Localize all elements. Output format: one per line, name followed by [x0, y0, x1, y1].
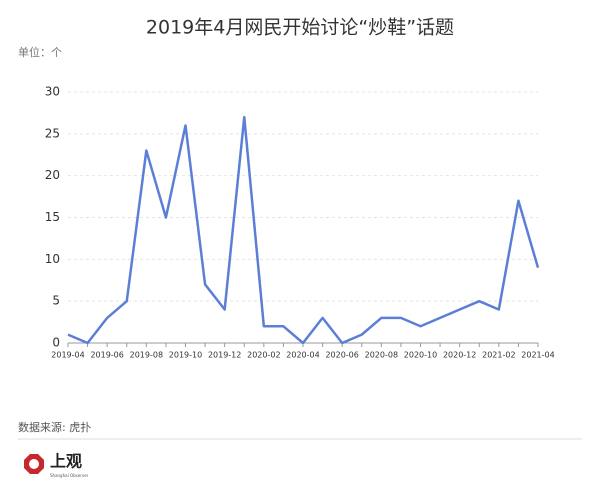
y-tick-label: 15 [45, 210, 60, 224]
chart-title: 2019年4月网民开始讨论“炒鞋”话题 [146, 17, 454, 39]
x-tick-label: 2019-06 [90, 351, 123, 360]
y-tick-label: 25 [45, 126, 60, 140]
y-tick-label: 30 [45, 85, 60, 99]
x-tick-label: 2019-04 [51, 351, 84, 360]
line [67, 115, 540, 345]
x-tick-label: 2020-10 [404, 351, 437, 360]
x-tick-label: 2019-08 [130, 351, 163, 360]
y-tick-label: 5 [52, 294, 60, 308]
logo: 上观 [50, 452, 82, 471]
source: 数据来源: 虎扑 [18, 420, 91, 434]
x-tick-label: 2019-12 [208, 351, 241, 360]
x-tick-label: 2020-12 [443, 351, 476, 360]
logo-icon-inner [29, 459, 39, 469]
x-tick-label: 2019-10 [169, 351, 202, 360]
y-tick-label: 0 [52, 336, 60, 350]
x-tick-label: 2020-08 [365, 351, 398, 360]
x-tick-label: 2020-06 [325, 351, 358, 360]
x-tick-label: 2021-04 [521, 351, 554, 360]
x-tick-label: 2021-02 [482, 351, 515, 360]
logo-sub: Shanghai Observer [50, 473, 89, 478]
y-tick-label: 10 [45, 252, 60, 266]
unit-label: 单位：个 [18, 45, 62, 59]
y-tick-label: 20 [45, 168, 60, 182]
x-tick-label: 2020-04 [286, 351, 319, 360]
x-tick-label: 2020-02 [247, 351, 280, 360]
